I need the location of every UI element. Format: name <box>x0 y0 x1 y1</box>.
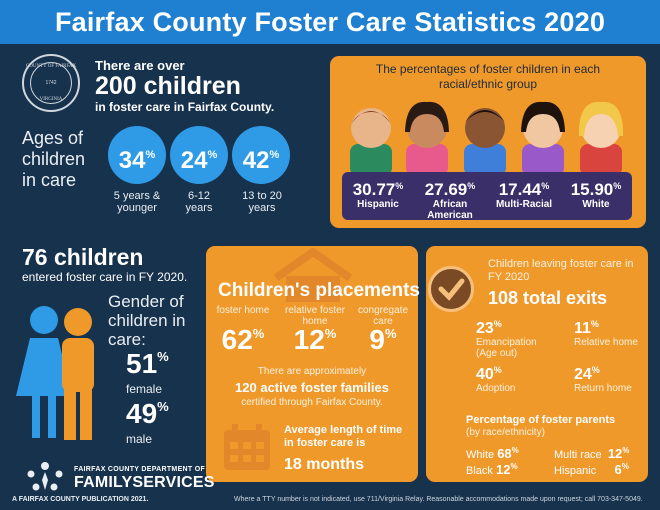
page-title: Fairfax County Foster Care Statistics 20… <box>54 7 606 37</box>
logo-name: FAMILYSERVICES <box>74 474 215 491</box>
race-item-3: 15.90% White <box>570 180 622 211</box>
exits-subtitle: Children leaving foster care in FY 2020 <box>488 258 634 283</box>
placement-label-1: relative foster home <box>284 305 346 327</box>
race-stats-bar <box>342 172 632 220</box>
kid-3-icon <box>464 108 506 176</box>
calendar-icon <box>224 424 270 470</box>
header-banner: Fairfax County Foster Care Statistics 20… <box>0 0 660 44</box>
girl-silhouette-icon <box>16 306 72 438</box>
age-circle-0: 34% <box>108 126 166 184</box>
approx-line1: There are approximately <box>257 366 367 377</box>
approx-line2: 120 active foster families <box>235 380 389 395</box>
age-label-1: 6-12 years <box>185 190 213 214</box>
male-label: male <box>126 432 153 446</box>
race-item-1: 27.69% African American <box>424 180 476 222</box>
foster-parents-title: Percentage of foster parents <box>466 414 616 426</box>
gender-title: Gender of children in care: <box>108 292 186 349</box>
placements-title: Children's placements <box>218 280 420 301</box>
ages-title: Ages of children in care <box>22 128 86 190</box>
house-icon <box>273 248 353 302</box>
placement-pct-2: 9% <box>369 324 397 355</box>
entered-sub: entered foster care in FY 2020. <box>22 270 188 284</box>
exits-total: 108 total exits <box>488 288 608 308</box>
family-services-logo-icon <box>27 462 63 491</box>
exit-item-2: 40% Adoption <box>476 365 516 394</box>
footer-accessibility: Where a TTY number is not indicated, use… <box>234 496 643 503</box>
entered-count: 76 children <box>22 244 144 270</box>
placement-pct-1: 12% <box>293 324 337 355</box>
seal-bottom-text: VIRGINIA <box>39 97 63 102</box>
fp-row-2: Black 12% <box>466 462 518 477</box>
age-label-2: 13 to 20 years <box>242 190 282 214</box>
overview-line3: in foster care in Fairfax County. <box>95 100 275 114</box>
race-item-2: 17.44% Multi-Racial <box>495 180 553 211</box>
footer-publication: A FAIRFAX COUNTY PUBLICATION 2021. <box>12 496 149 503</box>
seal-inner-ring <box>30 62 72 104</box>
kid-2-icon <box>405 101 449 176</box>
logo-dept: FAIRFAX COUNTY DEPARTMENT OF <box>74 466 206 473</box>
race-title: The percentages of foster children in ea… <box>375 62 601 91</box>
kid-4-icon <box>521 101 565 176</box>
fp-row-0: White 68% <box>466 446 519 461</box>
approx-line3: certified through Fairfax County. <box>241 397 383 408</box>
male-pct: 49% <box>126 398 169 429</box>
exit-item-3: 24% Return home <box>574 365 632 394</box>
foster-parents-subtitle: (by race/ethnicity) <box>466 427 545 438</box>
exit-item-0: 23% Emancipation (Age out) <box>476 319 537 359</box>
children-silhouette-icon <box>16 306 94 440</box>
seal-year: 1742 <box>45 80 57 86</box>
age-pct-1: 24% <box>180 147 218 174</box>
children-illustration-icon <box>350 101 624 176</box>
county-seal: COUNTY OF FAIRFAX 1742 VIRGINIA <box>22 54 80 112</box>
check-icon <box>428 266 474 312</box>
placement-label-2: congregate care <box>357 305 409 327</box>
boy-silhouette-icon <box>62 308 94 440</box>
avg-length-label: Average length of time in foster care is <box>284 424 403 449</box>
overview-line1: There are over <box>95 58 185 73</box>
placement-pct-0: 62% <box>221 324 265 355</box>
kid-5-icon <box>578 101 624 176</box>
kid-1-icon <box>350 108 392 176</box>
age-pct-0: 34% <box>118 147 156 174</box>
female-pct: 51% <box>126 348 169 379</box>
age-circle-2: 42% <box>232 126 290 184</box>
fp-row-3: Hispanic 6% <box>554 462 629 477</box>
avg-length-value: 18 months <box>284 456 365 473</box>
age-circle-1: 24% <box>170 126 228 184</box>
age-pct-2: 42% <box>242 147 280 174</box>
placement-label-0: foster home <box>216 305 270 316</box>
fp-row-1: Multi race 12% <box>554 446 630 461</box>
exit-item-1: 11% Relative home <box>574 319 638 348</box>
age-label-0: 5 years & younger <box>113 190 161 214</box>
female-label: female <box>126 382 163 396</box>
overview-count: 200 children <box>95 72 241 100</box>
race-item-0: 30.77% Hispanic <box>352 180 404 211</box>
